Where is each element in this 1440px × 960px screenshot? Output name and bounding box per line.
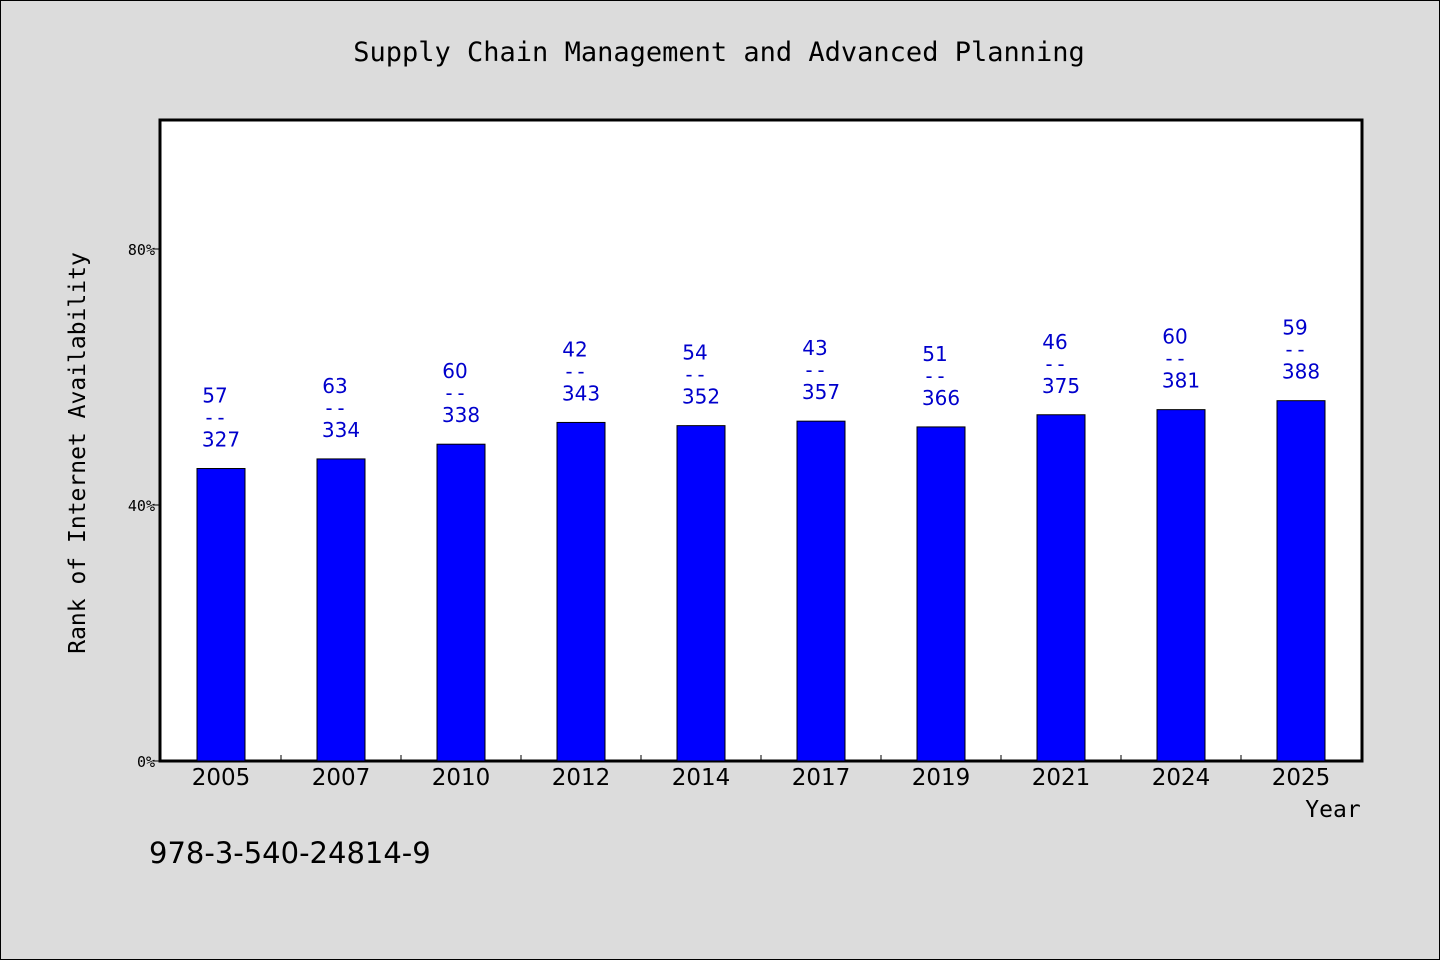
data-label-separator: -- (323, 396, 347, 420)
y-tick-label: 0% (137, 753, 155, 771)
data-label-top: 60 (1162, 325, 1187, 349)
x-tick-label: 2005 (192, 765, 251, 791)
data-label-separator: -- (203, 406, 227, 430)
bar (1156, 409, 1206, 762)
bars (196, 400, 1326, 762)
bar (796, 420, 846, 762)
x-tick-label: 2021 (1032, 765, 1091, 791)
data-label-separator: -- (803, 358, 827, 382)
isbn-label: 978-3-540-24814-9 (149, 836, 431, 870)
data-label-top: 60 (442, 359, 467, 383)
data-label-bottom: 375 (1042, 374, 1080, 398)
x-tick-label: 2014 (672, 765, 731, 791)
bar (1276, 400, 1326, 762)
data-label-separator: -- (683, 363, 707, 387)
data-label-top: 42 (562, 337, 587, 361)
x-tick-label: 2007 (312, 765, 371, 791)
x-tick-label: 2019 (912, 765, 971, 791)
data-label-top: 46 (1042, 330, 1067, 354)
x-tick-label: 2017 (792, 765, 851, 791)
data-label-top: 51 (922, 342, 947, 366)
data-label-separator: -- (1283, 338, 1307, 362)
x-tick-label: 2010 (432, 765, 491, 791)
data-label-top: 57 (202, 384, 227, 408)
bar (196, 468, 246, 762)
bar (916, 426, 966, 762)
data-label-bottom: 352 (682, 385, 720, 409)
data-label-top: 63 (322, 374, 347, 398)
data-label-top: 59 (1282, 316, 1307, 340)
y-axis-label: Rank of Internet Availability (65, 252, 91, 654)
bar (436, 443, 486, 762)
bar (1036, 414, 1086, 762)
x-tick-label: 2012 (552, 765, 611, 791)
data-label-bottom: 388 (1282, 360, 1320, 384)
data-label-separator: -- (923, 364, 947, 388)
bar (556, 421, 606, 762)
data-label-top: 54 (682, 341, 707, 365)
data-label-bottom: 343 (562, 381, 600, 405)
data-label-separator: -- (1163, 347, 1187, 371)
x-axis: 2005 2007 2010 2012 2014 2017 2019 2021 2024 2025 (192, 755, 1331, 791)
y-axis: 0% 40% 80% (128, 241, 161, 771)
data-label-bottom: 381 (1162, 369, 1200, 393)
data-label-separator: -- (563, 359, 587, 383)
x-axis-label: Year (1305, 797, 1360, 823)
data-label-bottom: 366 (922, 386, 960, 410)
data-label-separator: -- (1043, 352, 1067, 376)
data-label-separator: -- (443, 381, 467, 405)
data-labels: 57--32763--33460--33842--34354--35243--3… (202, 316, 1320, 452)
chart-title: Supply Chain Management and Advanced Pla… (353, 37, 1085, 68)
data-label-bottom: 357 (802, 380, 840, 404)
bar (316, 458, 366, 762)
data-label-top: 43 (802, 336, 827, 360)
y-tick-label: 80% (128, 241, 155, 259)
x-tick-label: 2024 (1152, 765, 1211, 791)
x-tick-label: 2025 (1272, 765, 1331, 791)
data-label-bottom: 334 (322, 418, 360, 442)
y-tick-label: 40% (128, 497, 155, 515)
data-label-bottom: 338 (442, 403, 480, 427)
bar (676, 425, 726, 762)
data-label-bottom: 327 (202, 428, 240, 452)
